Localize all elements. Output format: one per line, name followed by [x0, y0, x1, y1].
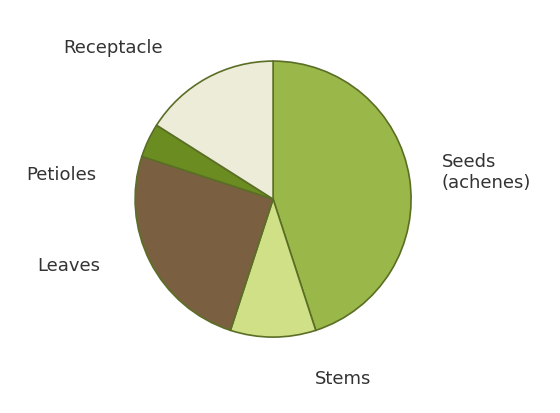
Wedge shape — [157, 62, 273, 199]
Text: Petioles: Petioles — [26, 166, 96, 184]
Wedge shape — [231, 199, 316, 337]
Wedge shape — [135, 157, 273, 330]
Text: Receptacle: Receptacle — [63, 39, 163, 57]
Wedge shape — [273, 62, 411, 330]
Text: Leaves: Leaves — [38, 257, 101, 275]
Wedge shape — [142, 126, 273, 199]
Text: Seeds
(achenes): Seeds (achenes) — [441, 153, 531, 192]
Text: Stems: Stems — [315, 370, 371, 387]
